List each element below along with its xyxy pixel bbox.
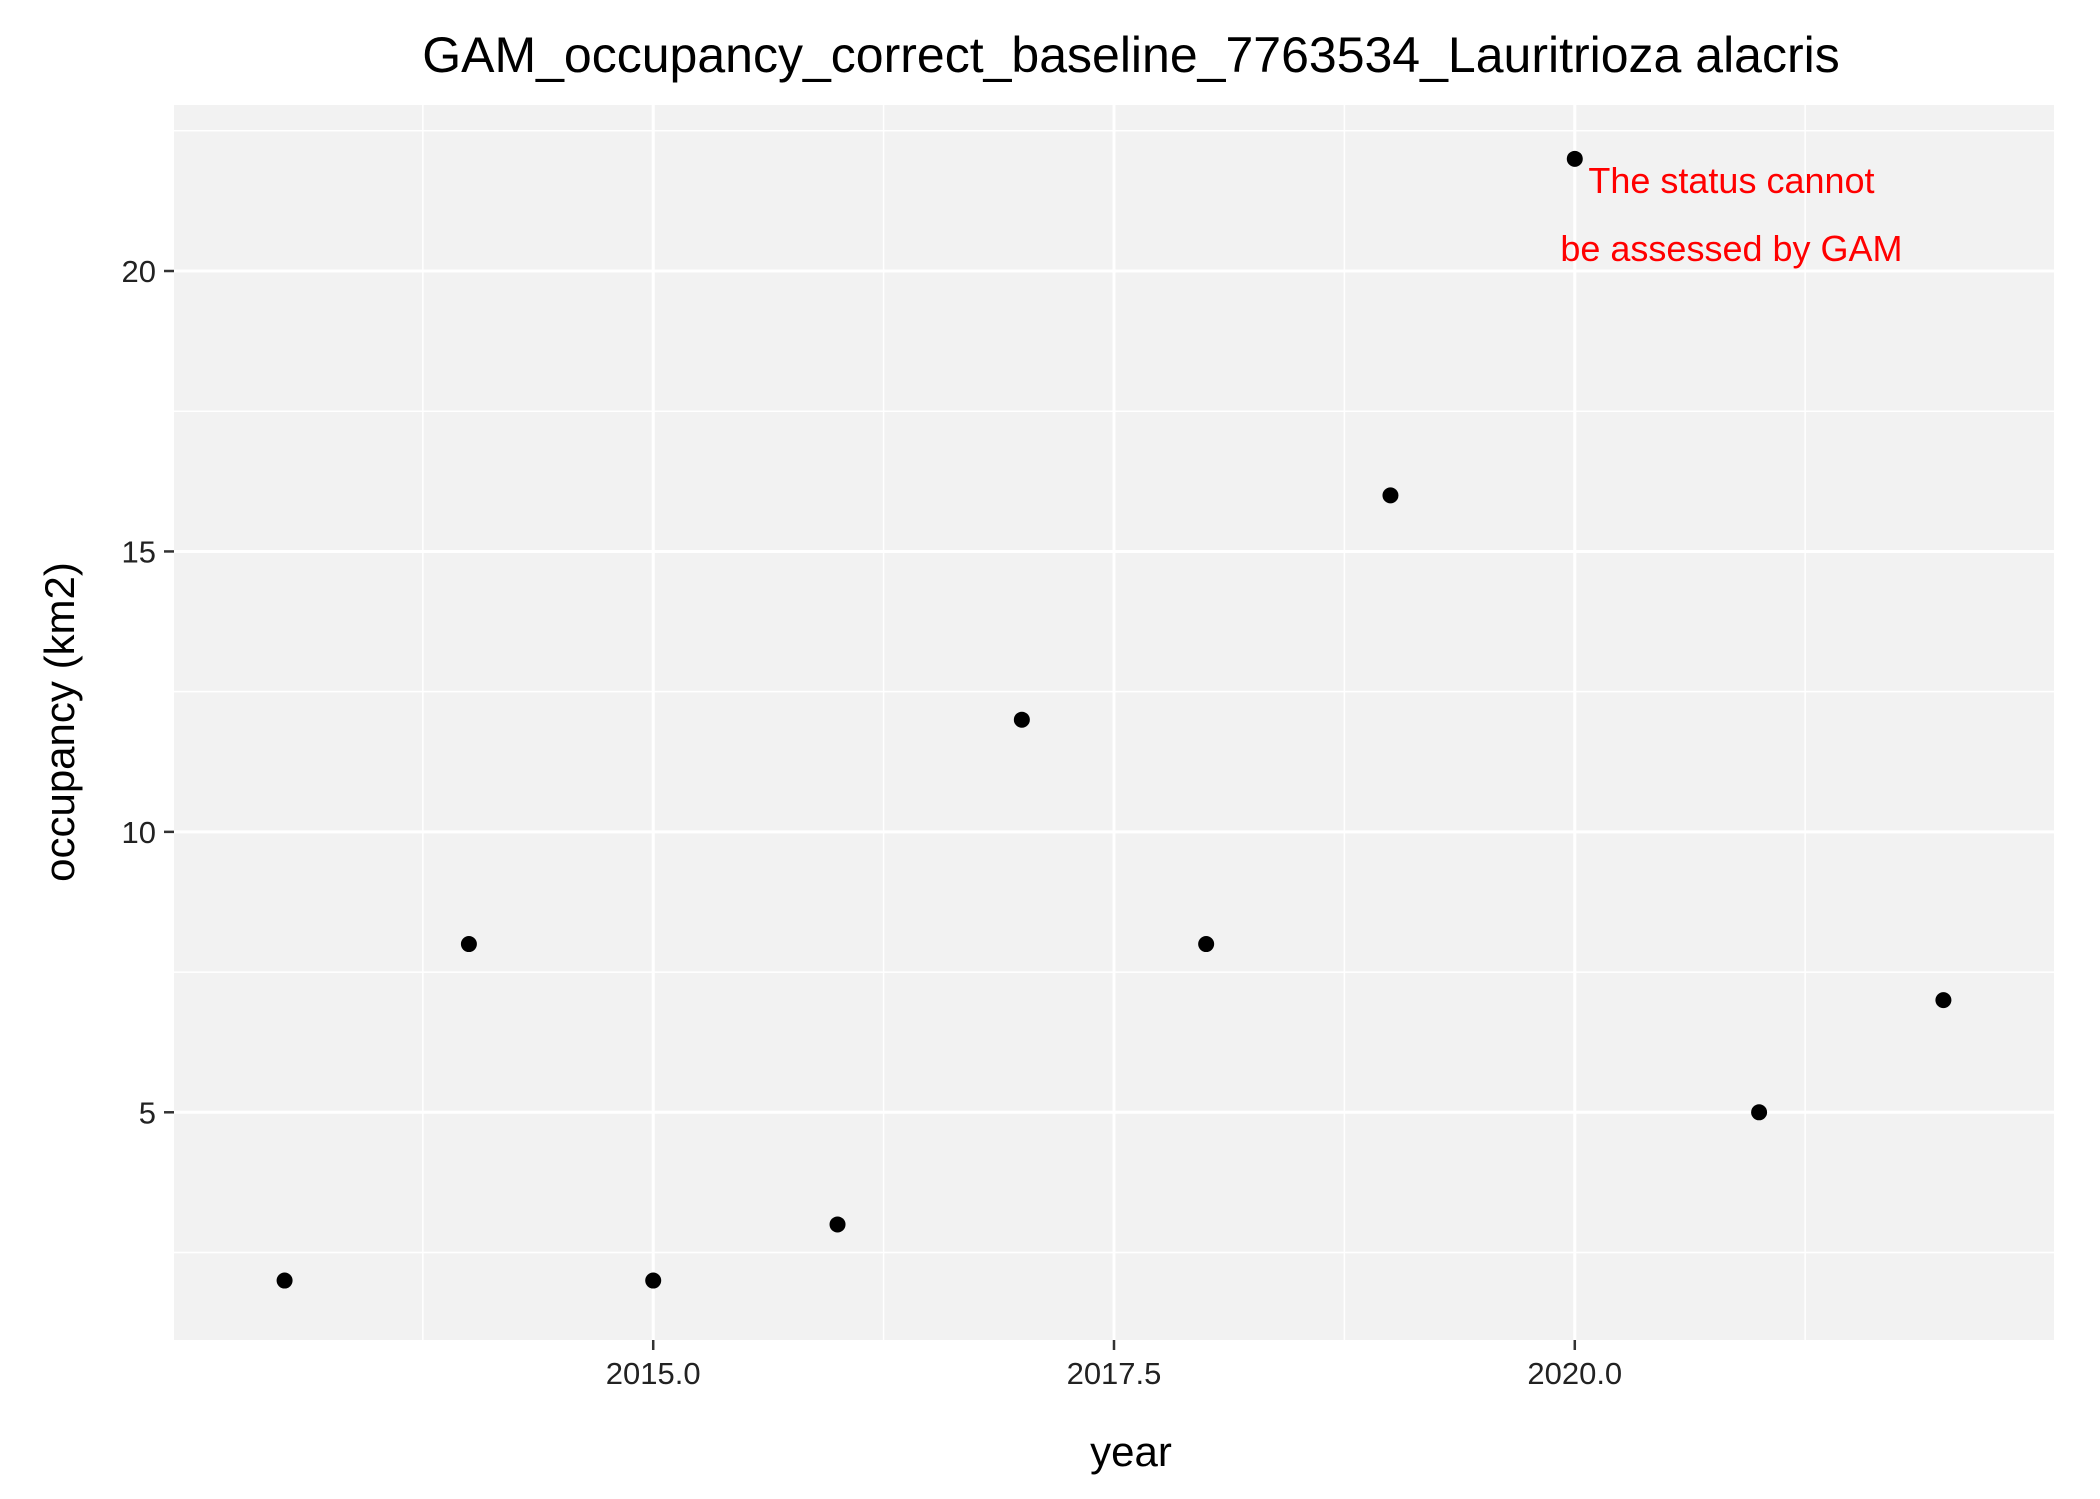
major-grid: [174, 105, 2054, 1340]
x-axis: 2015.0 2017.5 2020.0: [606, 1340, 1622, 1391]
data-point: [1013, 711, 1030, 728]
status-annotation: The status cannot be assessed by GAM: [1560, 160, 1902, 269]
x-tick-label: 2017.5: [1067, 1356, 1162, 1391]
x-tick-label: 2020.0: [1527, 1356, 1622, 1391]
data-point: [1751, 1104, 1768, 1121]
y-tick-label: 10: [122, 815, 156, 850]
y-axis-title: occupancy (km2): [36, 562, 83, 882]
y-tick-label: 20: [122, 254, 156, 289]
y-tick-label: 15: [122, 534, 156, 569]
data-point: [460, 936, 477, 953]
data-point: [1935, 992, 1952, 1009]
data-point: [276, 1272, 293, 1289]
annotation-line: be assessed by GAM: [1560, 228, 1902, 269]
data-point: [829, 1216, 846, 1233]
data-points: [276, 150, 1952, 1289]
data-point: [645, 1272, 662, 1289]
data-point: [1566, 150, 1583, 167]
chart-title: GAM_occupancy_correct_baseline_7763534_L…: [422, 27, 1840, 83]
y-tick-label: 5: [139, 1095, 156, 1130]
y-axis: 5 10 15 20: [122, 254, 174, 1130]
annotation-line: The status cannot: [1588, 160, 1874, 201]
x-axis-title: year: [1090, 1428, 1172, 1475]
data-point: [1382, 487, 1399, 504]
data-point: [1198, 936, 1215, 953]
x-tick-label: 2015.0: [606, 1356, 701, 1391]
